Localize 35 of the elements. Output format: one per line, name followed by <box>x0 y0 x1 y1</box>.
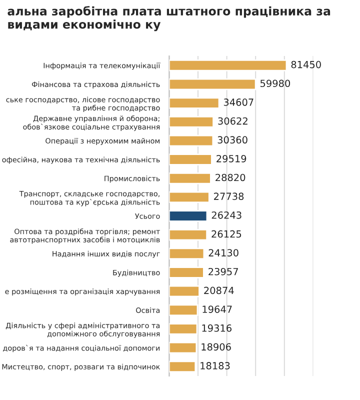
chart-title: альна заробітна плата штатного працівника за видами економічно ку <box>8 6 330 32</box>
data-label: 28820 <box>216 174 246 182</box>
data-label: 27738 <box>214 192 244 200</box>
bar <box>169 154 212 166</box>
data-label: 24130 <box>208 249 238 256</box>
bar <box>169 78 256 90</box>
bar <box>169 285 200 298</box>
data-label: 23957 <box>208 268 238 276</box>
data-label: 30622 <box>218 117 248 125</box>
bar <box>169 60 288 72</box>
bar <box>169 210 208 222</box>
bar <box>169 323 198 335</box>
data-label: 29519 <box>216 154 246 162</box>
bar <box>169 360 196 372</box>
data-label: 19316 <box>202 324 232 332</box>
data-label: 26125 <box>212 230 242 238</box>
bar <box>169 172 212 184</box>
data-label: 18906 <box>202 343 231 351</box>
data-label: 59980 <box>260 80 290 88</box>
data-label: 20874 <box>204 286 234 294</box>
bar <box>169 134 214 147</box>
bar <box>169 342 198 354</box>
data-label: 26243 <box>212 211 242 219</box>
bar <box>169 266 204 278</box>
data-label: 19647 <box>202 306 232 313</box>
bar <box>169 97 220 109</box>
data-label: 34607 <box>224 98 254 106</box>
bar <box>169 248 205 260</box>
data-label: 30360 <box>218 136 248 144</box>
data-label: 81450 <box>291 60 321 68</box>
bar <box>169 116 214 128</box>
bar <box>169 304 198 316</box>
bar <box>169 191 210 204</box>
data-label: 18183 <box>200 362 230 370</box>
bar <box>169 228 208 241</box>
